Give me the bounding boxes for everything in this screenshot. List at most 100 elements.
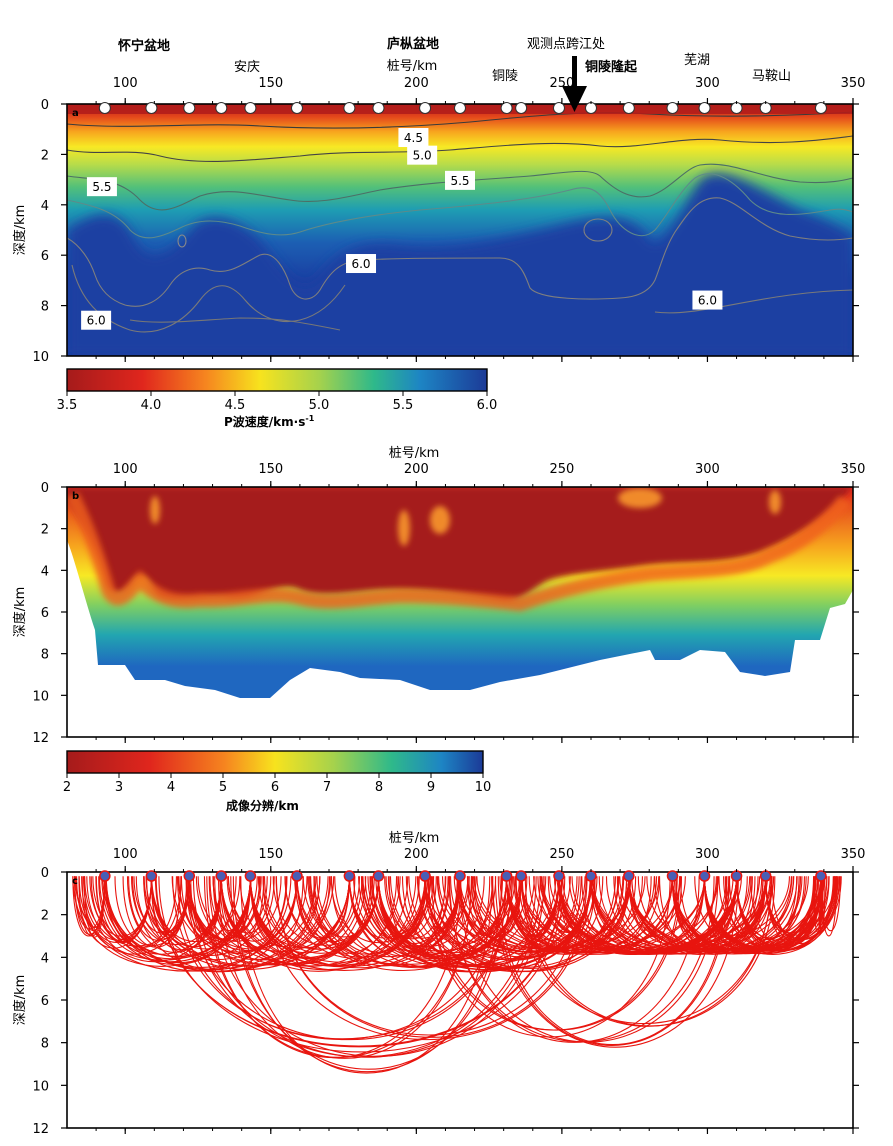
ray-path-deep bbox=[155, 876, 563, 1048]
velocity-contours bbox=[67, 111, 853, 333]
resolution-colorbar bbox=[66, 750, 484, 774]
crossing-arrow-icon bbox=[562, 56, 587, 112]
ray-path bbox=[631, 876, 767, 955]
ray-path bbox=[506, 876, 631, 949]
ray-path bbox=[220, 876, 431, 971]
ray-path bbox=[98, 876, 152, 941]
y-tick-label: 4 bbox=[41, 564, 49, 579]
y-tick-label: 0 bbox=[41, 866, 49, 881]
ray-path bbox=[249, 876, 361, 949]
y-axis-title: 深度/km bbox=[12, 975, 28, 1026]
y-tick-label: 6 bbox=[41, 606, 49, 621]
ray-path-deep bbox=[240, 876, 493, 1074]
x-tick-label: 250 bbox=[549, 847, 574, 862]
x-tick-label: 150 bbox=[258, 76, 283, 91]
ray-path bbox=[377, 876, 547, 967]
ray-station-marker bbox=[815, 870, 827, 882]
ray-path bbox=[765, 876, 838, 940]
x-tick-label: 350 bbox=[841, 76, 866, 91]
y-tick-label: 0 bbox=[41, 98, 49, 113]
ray-path bbox=[348, 876, 521, 960]
y-tick-label: 2 bbox=[41, 148, 49, 163]
ray-path bbox=[249, 876, 409, 967]
label-luzong-basin: 庐枞盆地 bbox=[387, 36, 439, 52]
y-tick-label: 4 bbox=[41, 951, 49, 966]
label-maanshan: 马鞍山 bbox=[752, 68, 791, 84]
x-tick-label: 100 bbox=[113, 76, 138, 91]
y-tick-label: 2 bbox=[41, 523, 49, 538]
ray-path bbox=[558, 876, 761, 953]
panel-c-stations bbox=[99, 870, 827, 882]
y-tick-label: 8 bbox=[41, 1037, 49, 1052]
label-huaining-basin: 怀宁盆地 bbox=[118, 38, 170, 54]
ray-path bbox=[671, 876, 748, 943]
y-axis-title: 深度/km bbox=[12, 587, 28, 638]
ray-station-marker bbox=[244, 870, 257, 882]
ray-path bbox=[506, 876, 681, 954]
station-marker bbox=[183, 102, 196, 114]
ray-station-marker bbox=[372, 870, 385, 882]
y-tick-label: 2 bbox=[41, 909, 49, 924]
ray-path-deep bbox=[428, 876, 671, 1038]
station-marker bbox=[145, 102, 158, 114]
panel-a-field bbox=[67, 104, 853, 356]
ray-path bbox=[506, 876, 719, 954]
station-marker bbox=[215, 102, 228, 114]
x-tick-label: 300 bbox=[695, 462, 720, 477]
ray-path-deep bbox=[230, 876, 507, 1070]
ray-station-marker bbox=[666, 870, 679, 882]
colorbar-tick-label: 8 bbox=[375, 780, 383, 795]
label-crossing: 观测点跨江处 bbox=[527, 37, 605, 52]
station-marker bbox=[666, 102, 679, 114]
ray-station-marker bbox=[291, 870, 303, 882]
y-tick-label: 12 bbox=[32, 731, 49, 746]
y-tick-label: 8 bbox=[41, 300, 49, 315]
ray-station-marker bbox=[419, 870, 431, 882]
panel-b-letter: b bbox=[72, 491, 79, 502]
colorbar-tick-label: 3 bbox=[115, 780, 123, 795]
x-tick-label: 350 bbox=[841, 847, 866, 862]
y-tick-label: 6 bbox=[41, 994, 49, 1009]
ray-path bbox=[471, 876, 522, 941]
ray-path bbox=[384, 876, 461, 939]
station-marker bbox=[759, 102, 772, 114]
colorbar-tick-label: 7 bbox=[323, 780, 331, 795]
station-marker bbox=[454, 102, 466, 114]
ray-path bbox=[81, 876, 152, 944]
colorbar-tick-label: 2 bbox=[63, 780, 71, 795]
ray-path bbox=[86, 876, 222, 963]
ray-path bbox=[133, 876, 298, 961]
colorbar-tick-label: 5.0 bbox=[309, 398, 330, 413]
panel-a-letter: a bbox=[72, 108, 79, 119]
ray-path-deep bbox=[514, 876, 773, 1025]
velocity-colorbar-label: P波速度/km·s-1 bbox=[224, 414, 315, 429]
station-marker bbox=[343, 102, 356, 114]
ray-station-marker bbox=[183, 870, 196, 882]
ray-path-deep bbox=[232, 876, 503, 1073]
velocity-colorbar-ticks: 3.5 4.0 4.5 5.0 5.5 6.0 bbox=[57, 391, 497, 413]
x-tick-label: 200 bbox=[404, 847, 429, 862]
x-tick-label: 150 bbox=[258, 462, 283, 477]
colorbar-tick-label: 5.5 bbox=[393, 398, 414, 413]
contour-label: 5.0 bbox=[413, 149, 432, 163]
station-marker bbox=[814, 102, 827, 114]
panel-a-velocity: a 4.55.05.55.56.06.06.0 100 150 200 250 300 3… bbox=[12, 36, 865, 429]
ray-station-marker bbox=[623, 870, 635, 882]
ray-path-deep bbox=[524, 876, 776, 1027]
ray-path-deep bbox=[497, 876, 728, 1045]
ray-path bbox=[605, 876, 738, 951]
station-marker bbox=[622, 102, 635, 114]
colorbar-tick-label: 6 bbox=[271, 780, 279, 795]
x-tick-label: 150 bbox=[258, 847, 283, 862]
velocity-deep-blue-masses bbox=[67, 173, 853, 356]
y-tick-label: 12 bbox=[32, 1122, 49, 1137]
ray-station-marker bbox=[515, 870, 527, 882]
station-marker bbox=[244, 102, 257, 114]
ray-path bbox=[703, 876, 828, 955]
ray-paths bbox=[72, 876, 842, 1074]
ray-path bbox=[348, 876, 512, 968]
label-tongling: 铜陵 bbox=[492, 69, 518, 84]
y-tick-label: 6 bbox=[41, 249, 49, 264]
